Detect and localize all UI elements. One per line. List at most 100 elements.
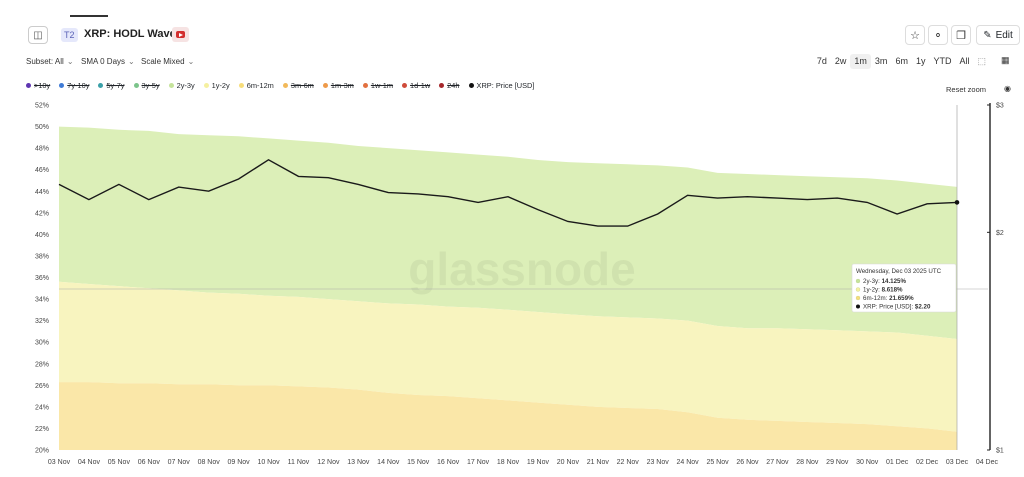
- legend-swatch: [168, 83, 174, 88]
- tooltip-swatch: [856, 304, 860, 309]
- zoom-select-icon[interactable]: ⬚: [977, 56, 986, 66]
- legend-label: 5y-7y: [106, 81, 125, 90]
- range-button-ytd[interactable]: YTD: [933, 56, 952, 66]
- y-tick-label: 40%: [35, 232, 49, 239]
- legend-label: 1d-1w: [410, 81, 431, 90]
- range-button-6m[interactable]: 6m: [895, 56, 908, 66]
- reset-zoom-button[interactable]: Reset zoom: [946, 85, 987, 94]
- x-tick-label: 23 Nov: [647, 459, 670, 466]
- y-tick-label: 42%: [35, 210, 49, 217]
- legend-item[interactable]: 1d-1w: [402, 81, 430, 90]
- band-1y-2y: [59, 281, 957, 432]
- legend-label: 1m-3m: [330, 81, 354, 90]
- x-tick-label: 29 Nov: [826, 459, 849, 466]
- y-tick-label: 48%: [35, 146, 49, 153]
- legend-label: >10y: [34, 81, 51, 90]
- calendar-icon[interactable]: ▦: [1001, 55, 1010, 65]
- y2-tick-label: $1: [996, 448, 1004, 455]
- tooltip-date: Wednesday, Dec 03 2025 UTC: [856, 268, 942, 275]
- legend-item[interactable]: 3y-5y: [133, 81, 160, 90]
- edit-button[interactable]: ✎ Edit: [976, 25, 1020, 45]
- band-2y-3y: [59, 126, 957, 339]
- tooltip-swatch: [855, 278, 861, 284]
- range-button-3m[interactable]: 3m: [874, 56, 888, 66]
- sma-label: SMA 0 Days: [81, 57, 126, 66]
- legend-item[interactable]: 7y-10y: [59, 81, 89, 90]
- range-button-all[interactable]: All: [959, 56, 970, 66]
- y-tick-label: 36%: [35, 275, 49, 282]
- tooltip-swatch: [855, 295, 861, 301]
- legend-item[interactable]: 3m-6m: [282, 81, 314, 90]
- chevron-down-icon: ⌄: [187, 57, 195, 66]
- tooltip-box: [851, 263, 957, 313]
- range-button-1y[interactable]: 1y: [915, 56, 926, 66]
- share-icon[interactable]: ⚬: [928, 25, 948, 45]
- x-tick-label: 25 Nov: [706, 459, 729, 466]
- x-tick-label: 05 Nov: [108, 459, 131, 466]
- video-icon[interactable]: [172, 27, 189, 42]
- legend-label: 2y-3y: [176, 81, 195, 90]
- y-tick-label: 50%: [35, 124, 49, 131]
- tier-badge: T2: [61, 28, 78, 42]
- x-tick-label: 18 Nov: [497, 459, 520, 466]
- x-tick-label: 19 Nov: [527, 459, 550, 466]
- x-tick-label: 10 Nov: [257, 459, 280, 466]
- x-tick-label: 17 Nov: [467, 459, 490, 466]
- range-button-1m[interactable]: 1m: [850, 54, 871, 69]
- x-tick-label: 14 Nov: [377, 459, 400, 466]
- scale-dropdown[interactable]: Scale Mixed ⌄: [141, 57, 194, 66]
- x-tick-label: 24 Nov: [677, 459, 700, 466]
- x-tick-label: 13 Nov: [347, 459, 370, 466]
- legend-item[interactable]: 6m-12m: [238, 81, 274, 90]
- legend-swatch: [322, 83, 328, 88]
- y2-tick-label: $2: [996, 230, 1004, 237]
- sma-dropdown[interactable]: SMA 0 Days ⌄: [81, 57, 135, 66]
- x-tick-label: 03 Dec: [946, 459, 969, 466]
- legend-item[interactable]: 1w-1m: [362, 81, 393, 90]
- y-tick-label: 46%: [35, 167, 49, 174]
- legend-label: 3y-5y: [141, 81, 160, 90]
- legend-swatch: [238, 83, 244, 88]
- x-tick-label: 08 Nov: [198, 459, 221, 466]
- x-tick-label: 01 Dec: [886, 459, 909, 466]
- x-tick-label: 26 Nov: [736, 459, 759, 466]
- legend-item[interactable]: 1m-3m: [322, 81, 354, 90]
- tooltip-row-value: 8.618%: [882, 287, 903, 294]
- camera-icon[interactable]: ◉: [1004, 84, 1011, 93]
- chevron-down-icon: ⌄: [128, 57, 135, 66]
- legend-swatch: [439, 83, 445, 88]
- tooltip-swatch: [855, 287, 861, 292]
- x-tick-label: 16 Nov: [437, 459, 460, 466]
- tooltip-row-label: XRP: Price [USD]:: [863, 304, 915, 311]
- sidebar-toggle-icon[interactable]: ◫: [28, 26, 48, 44]
- legend-item[interactable]: >10y: [26, 81, 50, 90]
- legend-swatch: [282, 83, 288, 88]
- copy-icon[interactable]: ❐: [951, 25, 971, 45]
- tooltip-row-label: 6m-12m:: [863, 295, 889, 302]
- legend-item[interactable]: 5y-7y: [98, 81, 125, 90]
- star-icon[interactable]: ☆: [905, 25, 925, 45]
- tooltip-row: 1y-2y: 8.618%: [863, 287, 903, 294]
- range-button-2w[interactable]: 2w: [834, 56, 847, 66]
- time-range-selector: 7d 2w 1m 3m 6m 1y YTD All ⬚: [813, 54, 990, 69]
- legend-swatch: [468, 83, 474, 88]
- y-tick-label: 44%: [35, 189, 49, 196]
- y-tick-label: 34%: [35, 297, 49, 304]
- x-tick-label: 27 Nov: [766, 459, 789, 466]
- subset-label: Subset: All: [26, 57, 64, 66]
- legend-item[interactable]: 1y-2y: [203, 81, 230, 90]
- x-tick-label: 12 Nov: [317, 459, 340, 466]
- legend-swatch: [402, 83, 408, 88]
- range-button-7d[interactable]: 7d: [816, 56, 827, 66]
- legend-item[interactable]: 24h: [439, 81, 460, 90]
- x-tick-label: 28 Nov: [796, 459, 819, 466]
- y-tick-label: 26%: [35, 383, 49, 390]
- legend-item[interactable]: XRP: Price [USD]: [468, 81, 534, 90]
- subset-dropdown[interactable]: Subset: All ⌄: [26, 57, 74, 66]
- legend: >10y 7y-10y 5y-7y 3y-5y 2y-3y 1y-2y 6m-12m 3m-6…: [26, 81, 534, 90]
- y-tick-label: 24%: [35, 404, 49, 411]
- y-tick-label: 52%: [35, 103, 49, 110]
- legend-item[interactable]: 2y-3y: [168, 81, 195, 90]
- x-tick-label: 21 Nov: [587, 459, 610, 466]
